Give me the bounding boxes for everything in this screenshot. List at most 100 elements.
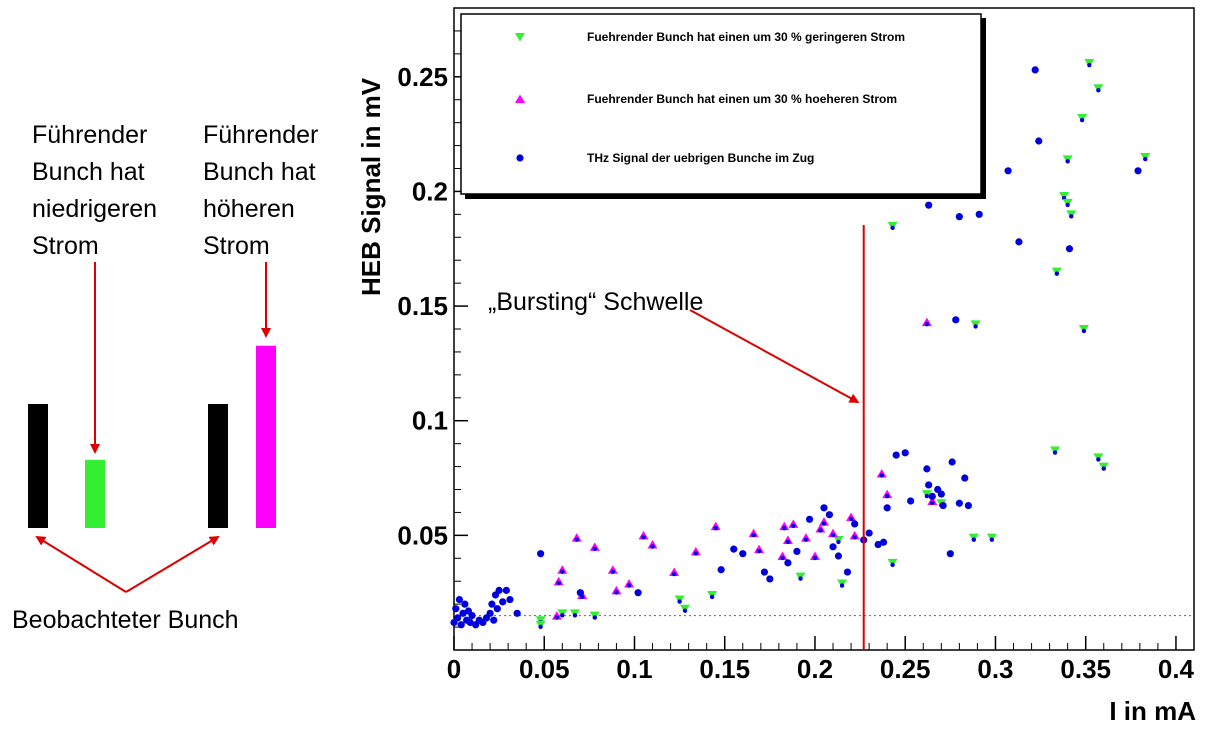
other-bunch-point [892, 451, 900, 459]
higher-current-point-overlay [884, 493, 890, 499]
y-tick-label: 0.1 [412, 406, 448, 436]
higher-current-point-overlay [626, 583, 632, 588]
higher-current-bunch-bar [256, 345, 276, 528]
other-bunch-point [490, 616, 498, 624]
legend-marker [515, 33, 525, 42]
lower-current-point-overlay [1054, 271, 1060, 276]
higher-current-point-overlay [556, 581, 561, 586]
other-bunch-point [834, 552, 843, 560]
x-tick-label: 0.25 [880, 654, 931, 684]
higher-current-point-overlay [713, 525, 718, 531]
lower-current-point-overlay [682, 608, 688, 613]
higher-current-point [589, 542, 600, 551]
higher-current-point [882, 489, 893, 499]
legend: Fuehrender Bunch hat einen um 30 % gerin… [460, 13, 986, 199]
other-bunch-point [805, 515, 814, 523]
x-tick-label: 0.2 [797, 654, 833, 684]
higher-current-point [690, 546, 701, 556]
other-bunch-point [925, 201, 933, 209]
higher-current-point-overlay [560, 569, 565, 574]
higher-current-point [669, 567, 680, 577]
higher-current-point [638, 530, 649, 540]
other-bunch-point [537, 550, 545, 558]
higher-current-point-overlay [614, 590, 619, 595]
other-bunch-point [488, 600, 496, 608]
other-bunch-point [955, 499, 963, 507]
arrow-to-observed-1 [35, 535, 127, 593]
legend-marker [515, 94, 525, 103]
higher-current-point-overlay [818, 528, 823, 533]
other-bunch-point [874, 540, 882, 549]
other-bunch-point [760, 568, 769, 576]
x-tick-label: 0.3 [977, 654, 1013, 684]
other-bunch-point [820, 504, 828, 512]
higher-current-point [819, 517, 829, 526]
other-bunch-point [851, 520, 859, 528]
lower-current-point-overlay [1087, 62, 1092, 68]
y-axis-title: HEB Signal in mV [356, 77, 386, 296]
other-bunch-point [928, 492, 936, 500]
other-bunch-point [923, 465, 931, 473]
lower-current-point-overlay [1079, 117, 1085, 123]
lower-current-point-overlay [1065, 202, 1070, 208]
higher-current-point [710, 521, 721, 531]
higher-current-point-overlay [610, 569, 616, 574]
y-tick-label: 0.05 [397, 520, 448, 550]
other-bunch-point [784, 559, 792, 567]
higher-current-point-overlay [848, 516, 854, 522]
other-bunch-point [952, 316, 960, 324]
other-bunch-point [961, 474, 969, 482]
other-bunch-point [948, 458, 956, 466]
higher-current-point [828, 528, 839, 538]
higher-current-point [611, 585, 622, 595]
lower-current-point-overlay [989, 537, 995, 542]
other-bunch-point [459, 609, 467, 617]
higher-current-point [876, 468, 887, 478]
legend-entry-label: THz Signal der uebrigen Bunche im Zug [587, 151, 814, 165]
higher-current-point-overlay [554, 615, 560, 620]
label-higher-line-3: höheren [203, 195, 295, 223]
other-bunch-point [883, 504, 891, 512]
higher-current-point-overlay [751, 532, 756, 538]
other-bunch-point [937, 490, 945, 498]
higher-current-point [815, 523, 826, 533]
higher-current-point-overlay [782, 525, 787, 531]
lower-current-point-overlay [890, 562, 895, 568]
legend-entry-label: Fuehrender Bunch hat einen um 30 % hoehe… [587, 92, 897, 106]
other-bunch-point [634, 589, 642, 597]
lower-current-point-overlay [839, 583, 845, 588]
label-lower-line-1: Führender [32, 121, 147, 149]
lower-current-point-overlay [538, 624, 543, 629]
lower-current-point-overlay [924, 493, 930, 499]
x-tick-label: 0.05 [519, 654, 570, 684]
x-tick-label: 0 [447, 654, 461, 684]
lower-current-point-overlay [836, 539, 841, 545]
higher-current-point [788, 519, 799, 528]
other-bunch-point [946, 550, 954, 558]
x-axis-title: I in mA [1109, 696, 1196, 726]
label-higher-current: Führender Bunch hat höheren Strom [203, 121, 325, 260]
higher-current-point [571, 533, 582, 542]
other-bunch-point [879, 538, 888, 546]
lower-current-point-overlay [572, 613, 578, 618]
other-bunch-point [907, 497, 915, 505]
higher-current-point-overlay [780, 555, 785, 561]
other-bunch-point [452, 605, 460, 613]
y-tick-label: 0.15 [397, 291, 448, 321]
label-higher-line-4: Strom [203, 232, 270, 260]
other-bunch-point [1065, 245, 1074, 253]
other-bunch-point [493, 605, 501, 613]
lower-current-point-overlay [709, 594, 715, 600]
lower-current-point-overlay [677, 599, 682, 604]
other-bunch-point [717, 566, 725, 574]
higher-current-point-overlay [879, 473, 884, 478]
higher-current-point-overlay [785, 539, 791, 545]
x-tick-label: 0.15 [699, 654, 750, 684]
higher-current-point [748, 528, 759, 538]
x-tick-label: 0.4 [1158, 654, 1195, 684]
higher-current-point [557, 565, 568, 574]
other-bunch-point [964, 501, 972, 510]
higher-current-point [647, 540, 658, 549]
legend-marker [516, 154, 524, 162]
